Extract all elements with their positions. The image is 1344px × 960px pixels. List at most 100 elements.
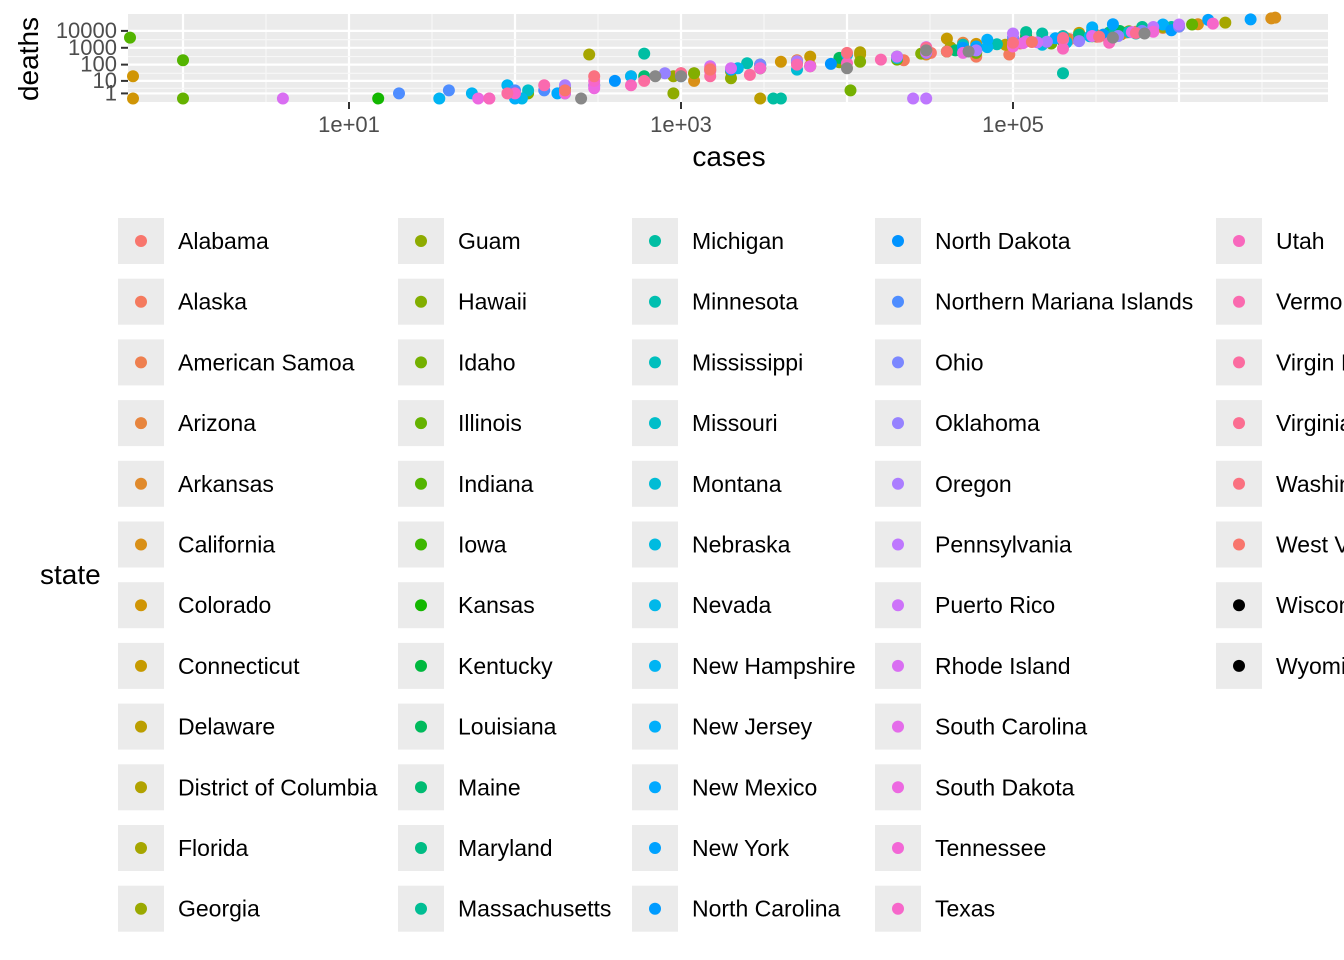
legend-item: American Samoa <box>118 339 355 386</box>
legend-item: Colorado <box>118 582 271 629</box>
y-tick-label: 10 <box>93 68 117 93</box>
data-point <box>372 92 385 105</box>
data-point <box>1040 35 1053 48</box>
data-point <box>124 31 136 44</box>
legend-swatch <box>649 356 661 369</box>
legend-swatch <box>649 477 661 490</box>
data-point <box>625 79 637 92</box>
legend-label: New Hampshire <box>692 653 856 679</box>
data-point <box>774 55 787 68</box>
data-point <box>854 55 867 68</box>
legend-item: New Hampshire <box>632 642 856 689</box>
legend-item: Pennsylvania <box>875 521 1072 568</box>
data-point <box>649 70 662 83</box>
legend-swatch <box>1233 295 1245 308</box>
data-point <box>741 57 754 70</box>
legend-label: Virgin Islands <box>1276 349 1344 375</box>
legend-label: Ohio <box>935 349 984 375</box>
legend-swatch <box>1233 235 1245 247</box>
legend-swatch <box>135 902 147 915</box>
legend-item: Rhode Island <box>875 642 1071 689</box>
legend-item: Michigan <box>632 218 784 264</box>
data-point <box>1219 16 1232 29</box>
legend-item: Puerto Rico <box>875 582 1055 629</box>
legend-label: Arizona <box>178 410 256 436</box>
data-point <box>743 68 756 81</box>
legend-swatch <box>135 477 147 490</box>
legend-label: Nebraska <box>692 532 791 558</box>
legend-label: Virginia <box>1276 410 1344 436</box>
legend-swatch <box>415 477 427 490</box>
legend-label: Alaska <box>178 289 247 315</box>
legend-label: Massachusetts <box>458 896 611 922</box>
grid-lines <box>128 14 1328 102</box>
data-point <box>559 84 571 97</box>
legend-item: Missouri <box>632 400 778 447</box>
legend-label: Guam <box>458 228 521 254</box>
y-tick-label: 1000 <box>68 35 117 60</box>
y-tick-label: 1 <box>105 80 117 105</box>
data-point <box>1007 36 1019 49</box>
legend-label: Indiana <box>458 471 534 497</box>
legend-item: Virginia <box>1216 400 1344 447</box>
legend-item: Nebraska <box>632 521 791 568</box>
legend-item: Mississippi <box>632 339 803 386</box>
data-point <box>920 44 933 57</box>
x-axis-title: cases <box>692 141 765 172</box>
legend-label: Florida <box>178 835 249 861</box>
legend-item: South Carolina <box>875 703 1087 750</box>
data-point <box>501 87 514 100</box>
legend-item: New Mexico <box>632 764 817 811</box>
data-point <box>841 46 853 59</box>
data-point <box>725 72 737 85</box>
legend-label: New Mexico <box>692 774 817 800</box>
data-point <box>1007 27 1019 40</box>
legend-swatch <box>135 417 147 430</box>
legend-label: Northern Mariana Islands <box>935 289 1193 315</box>
legend-label: American Samoa <box>178 349 355 375</box>
data-point <box>276 92 289 105</box>
legend-label: Kansas <box>458 592 535 618</box>
legend-item: Florida <box>118 825 249 871</box>
legend-item: Washington <box>1216 460 1344 507</box>
legend-swatch <box>892 902 904 915</box>
legend-item: Utah <box>1216 218 1325 264</box>
legend-label: North Dakota <box>935 228 1071 254</box>
data-point <box>675 70 687 83</box>
legend-swatch <box>892 356 904 369</box>
legend-swatch <box>135 538 147 551</box>
legend-label: North Carolina <box>692 896 840 922</box>
data-point <box>1057 42 1069 55</box>
data-point <box>177 54 189 67</box>
legend-swatch <box>892 842 904 854</box>
data-point <box>583 48 596 61</box>
data-point <box>538 79 551 92</box>
legend-label: Iowa <box>458 532 507 558</box>
legend-item: Arkansas <box>118 460 274 507</box>
legend-item: Virgin Islands <box>1216 339 1344 386</box>
legend-swatch <box>415 902 427 915</box>
data-point <box>393 87 405 100</box>
legend-item: Vermont <box>1216 278 1344 325</box>
data-point <box>940 45 953 58</box>
legend: state Alabama Alaska American Samoa Arizona A… <box>40 218 1344 932</box>
data-point <box>1093 30 1106 43</box>
legend-label: Louisiana <box>458 714 557 740</box>
legend-swatch <box>892 295 904 308</box>
data-point <box>1020 26 1033 39</box>
legend-label: Washington <box>1276 471 1344 497</box>
legend-item: Connecticut <box>118 642 300 689</box>
legend-label: Wyoming <box>1276 653 1344 679</box>
legend-label: District of Columbia <box>178 774 378 800</box>
legend-item: Montana <box>632 460 782 507</box>
data-point <box>177 92 189 105</box>
legend-item: Illinois <box>398 400 522 447</box>
data-point <box>1269 11 1282 24</box>
legend-label: New York <box>692 835 790 861</box>
data-point <box>1186 18 1199 31</box>
legend-label: Mississippi <box>692 349 803 375</box>
legend-swatch <box>135 295 147 308</box>
legend-item: Oregon <box>875 460 1012 507</box>
legend-swatch <box>892 538 904 551</box>
